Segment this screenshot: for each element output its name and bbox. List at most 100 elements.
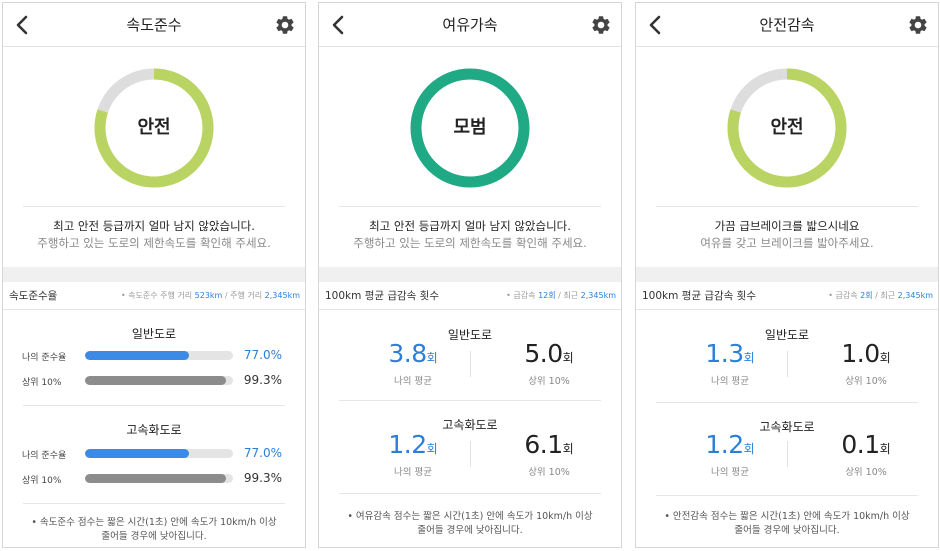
panel-safe-deceleration: 안전감속 안전 가끔 급브레이크를 밟으시네요 여유를 갖고 브레이크를 밟아주… bbox=[635, 2, 939, 548]
divider bbox=[23, 503, 285, 504]
stat-meta-sep: / 최근 bbox=[555, 291, 579, 300]
grade-ring-graphic bbox=[410, 68, 530, 188]
stat-meta-value1: 523km bbox=[194, 291, 223, 300]
panel-gentle-acceleration: 여유가속 모범 최고 안전 등급까지 얼마 남지 않았습니다. 주행하고 있는 … bbox=[318, 2, 622, 548]
bar-label: 상위 10% bbox=[22, 476, 62, 486]
gear-icon bbox=[592, 16, 610, 34]
stat-header: 속도준수율 • 속도준수 주행 거리 523km / 주행 거리 2,345km bbox=[3, 282, 305, 310]
top10-caption: 상위 10% bbox=[845, 376, 887, 387]
grade-sub-message: 여유를 갖고 브레이크를 밟아주세요. bbox=[700, 236, 874, 250]
my-average-caption: 나의 평균 bbox=[711, 467, 749, 478]
gear-icon bbox=[909, 16, 927, 34]
app-header: 여유가속 bbox=[319, 3, 621, 47]
my-average-value: 1.2 bbox=[705, 430, 744, 459]
footnote-line2: 줄어들 경우에 낮아집니다. bbox=[734, 525, 840, 536]
top10-caption-box: 상위 10% bbox=[816, 373, 916, 387]
my-average-caption: 나의 평균 bbox=[711, 376, 749, 387]
divider bbox=[339, 400, 601, 401]
grade-sub-message: 주행하고 있는 도로의 제한속도를 확인해 주세요. bbox=[37, 236, 271, 250]
divider bbox=[339, 493, 601, 494]
footnote-line2: 줄어들 경우에 낮아집니다. bbox=[101, 531, 207, 542]
back-button[interactable] bbox=[325, 11, 351, 39]
stat-meta-value2: 2,345km bbox=[264, 291, 300, 300]
bar-label: 상위 10% bbox=[22, 378, 62, 388]
bar-track bbox=[85, 449, 233, 458]
my-rate-bar bbox=[85, 351, 189, 360]
divider bbox=[656, 495, 918, 496]
gear-icon bbox=[276, 16, 294, 34]
my-average-unit: 회 bbox=[743, 351, 755, 365]
top10-value: 0.1 bbox=[841, 430, 880, 459]
my-average-unit: 회 bbox=[426, 442, 438, 456]
stat-meta-sep: / 주행 거리 bbox=[222, 291, 263, 300]
bar-label: 나의 준수율 bbox=[22, 353, 67, 363]
stat-meta-prefix: • 속도준수 주행 거리 bbox=[120, 291, 193, 300]
section-gap bbox=[319, 267, 621, 282]
stat-meta-sep: / 최근 bbox=[872, 291, 896, 300]
top10-caption-box: 상위 10% bbox=[499, 373, 599, 387]
grade-message: 최고 안전 등급까지 얼마 남지 않았습니다. bbox=[369, 219, 571, 233]
my-average-count: 1.2회 bbox=[363, 430, 463, 459]
top10-unit: 회 bbox=[879, 442, 891, 456]
my-average-caption-box: 나의 평균 bbox=[680, 464, 780, 478]
grade-ring: 안전 bbox=[3, 65, 305, 191]
section-title-expressway: 고속화도로 bbox=[442, 418, 498, 432]
footnote-line2: 줄어들 경우에 낮아집니다. bbox=[417, 525, 523, 536]
bar-track bbox=[85, 474, 233, 483]
divider bbox=[23, 206, 285, 207]
ring-progress bbox=[94, 68, 214, 188]
section-title-general-road: 일반도로 bbox=[764, 328, 810, 342]
stat-meta-value1: 2회 bbox=[860, 291, 873, 300]
panel-speed-compliance: 속도준수 안전 최고 안전 등급까지 얼마 남지 않았습니다. 주행하고 있는 … bbox=[2, 2, 306, 548]
my-average-value: 3.8 bbox=[388, 339, 427, 368]
page-title: 속도준수 bbox=[126, 16, 182, 34]
app-header: 속도준수 bbox=[3, 3, 305, 47]
bar-track bbox=[85, 351, 233, 360]
grade-ring: 안전 bbox=[636, 65, 938, 191]
grade-label: 모범 bbox=[453, 117, 487, 138]
bar-label: 나의 준수율 bbox=[22, 451, 67, 461]
vertical-divider bbox=[787, 441, 788, 467]
top10-caption: 상위 10% bbox=[528, 376, 570, 387]
settings-button[interactable] bbox=[904, 11, 932, 39]
top10-count: 1.0회 bbox=[816, 339, 916, 368]
stat-meta-prefix: • 급감속 bbox=[506, 291, 536, 300]
my-average-count: 3.8회 bbox=[363, 339, 463, 368]
chevron-left-icon bbox=[332, 15, 344, 35]
settings-button[interactable] bbox=[587, 11, 615, 39]
grade-ring: 모범 bbox=[319, 65, 621, 191]
footnote: • 속도준수 점수는 짧은 시간(1초) 안에 속도가 10km/h 이상 줄어… bbox=[13, 516, 295, 544]
footnote-line1: • 속도준수 점수는 짧은 시간(1초) 안에 속도가 10km/h 이상 bbox=[31, 517, 277, 528]
section-title-general-road: 일반도로 bbox=[131, 327, 177, 341]
grade-message: 가끔 급브레이크를 밟으시네요 bbox=[714, 219, 860, 233]
stat-header: 100km 평균 급감속 횟수 • 급감속 12회 / 최근 2,345km bbox=[319, 282, 621, 310]
top10-count: 6.1회 bbox=[499, 430, 599, 459]
section-title-general-road: 일반도로 bbox=[447, 328, 493, 342]
stat-title: 속도준수율 bbox=[9, 290, 58, 302]
top10-caption-box: 상위 10% bbox=[499, 464, 599, 478]
stat-title: 100km 평균 급감속 횟수 bbox=[325, 290, 439, 302]
divider bbox=[656, 206, 918, 207]
settings-button[interactable] bbox=[271, 11, 299, 39]
app-header: 안전감속 bbox=[636, 3, 938, 47]
top10-bar bbox=[85, 474, 226, 483]
my-average-value: 1.2 bbox=[388, 430, 427, 459]
back-button[interactable] bbox=[642, 11, 668, 39]
vertical-divider bbox=[470, 351, 471, 377]
my-rate-bar bbox=[85, 449, 189, 458]
footnote: • 안전감속 점수는 짧은 시간(1초) 안에 속도가 10km/h 이상 줄어… bbox=[646, 510, 928, 538]
chevron-left-icon bbox=[16, 15, 28, 35]
divider bbox=[23, 405, 285, 406]
vertical-divider bbox=[470, 441, 471, 467]
stat-meta-value2: 2,345km bbox=[580, 291, 616, 300]
top10-caption: 상위 10% bbox=[528, 467, 570, 478]
stat-meta-value2: 2,345km bbox=[897, 291, 933, 300]
stat-title: 100km 평균 급감속 횟수 bbox=[642, 290, 756, 302]
my-rate-value: 77.0% bbox=[243, 348, 282, 362]
back-button[interactable] bbox=[9, 11, 35, 39]
chevron-left-icon bbox=[649, 15, 661, 35]
my-average-caption-box: 나의 평균 bbox=[363, 373, 463, 387]
divider bbox=[656, 402, 918, 403]
my-average-count: 1.3회 bbox=[680, 339, 780, 368]
top10-value: 6.1 bbox=[524, 430, 563, 459]
